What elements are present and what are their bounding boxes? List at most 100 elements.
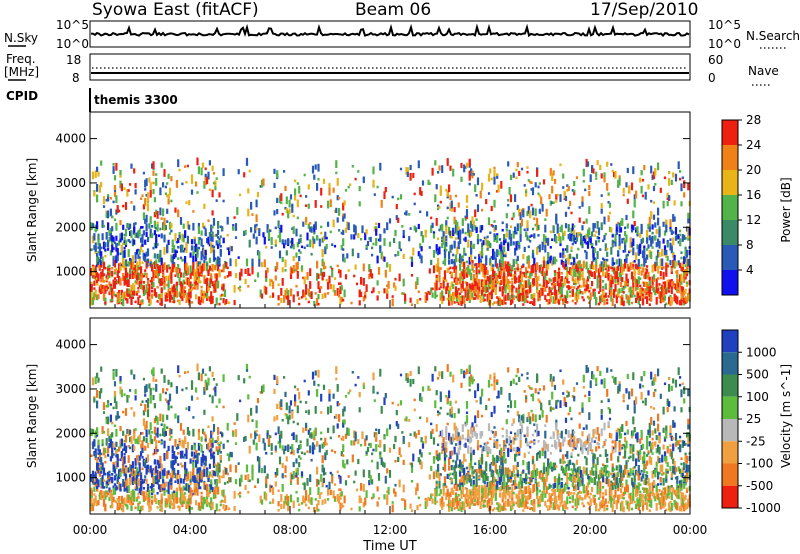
power-cell <box>141 250 144 253</box>
velocity-cell <box>234 429 238 437</box>
velocity-cell <box>153 467 156 475</box>
power-cell <box>186 292 189 296</box>
power-cell <box>127 261 130 267</box>
velocity-cell <box>153 494 156 503</box>
velocity-cell <box>133 481 136 484</box>
velocity-cell <box>254 485 257 488</box>
power-cell <box>336 178 339 186</box>
power-cell <box>94 265 97 274</box>
velocity-cell <box>336 384 339 392</box>
power-cell <box>233 300 236 306</box>
velocity-cell <box>307 429 310 435</box>
velocity-cell <box>149 505 152 511</box>
power-cell <box>625 280 628 286</box>
power-cell <box>486 248 489 251</box>
power-cell <box>522 271 525 275</box>
velocity-cell <box>181 465 184 468</box>
power-cell <box>298 249 301 252</box>
power-cell <box>680 201 683 207</box>
power-cell <box>654 263 657 272</box>
velocity-cell <box>156 506 159 509</box>
power-cell <box>184 262 187 268</box>
velocity-cell <box>313 507 316 513</box>
power-cell <box>507 292 510 301</box>
velocity-cell <box>170 474 173 481</box>
power-cell <box>570 246 573 249</box>
power-cell <box>146 248 150 257</box>
power-cell <box>171 286 174 292</box>
power-cell <box>232 225 235 231</box>
velocity-cell <box>214 389 217 393</box>
velocity-cell <box>303 452 306 456</box>
power-cell <box>115 243 118 249</box>
power-cell <box>170 294 173 300</box>
velocity-cell <box>299 400 302 404</box>
power-cell <box>126 272 129 281</box>
power-cell <box>540 271 543 274</box>
power-cell <box>204 167 207 171</box>
power-cell <box>211 264 214 272</box>
velocity-cell <box>225 468 228 474</box>
velocity-cell <box>218 475 221 484</box>
power-cell <box>342 216 345 222</box>
power-cell <box>211 281 214 287</box>
power-cell <box>460 162 463 169</box>
power-cell <box>589 292 592 301</box>
power-cell <box>188 302 191 306</box>
velocity-cell <box>214 386 217 389</box>
power-cell <box>575 294 579 303</box>
velocity-cell <box>338 435 341 438</box>
power-cell <box>476 291 480 300</box>
power-cell <box>101 256 104 265</box>
power-cell <box>679 177 682 181</box>
nsearch-tick-top: 10^5 <box>708 18 741 32</box>
power-cell <box>541 266 544 270</box>
power-cell <box>354 177 357 181</box>
power-cell <box>434 290 437 299</box>
power-cell <box>225 299 228 305</box>
velocity-cell <box>177 505 180 509</box>
power-cell <box>233 284 236 293</box>
power-cell <box>555 197 558 203</box>
velocity-cell <box>314 427 317 436</box>
power-cell <box>313 231 316 235</box>
velocity-cell <box>204 434 207 443</box>
power-cell <box>544 244 547 253</box>
power-cell <box>453 277 456 283</box>
velocity-cell <box>292 450 295 456</box>
velocity-cell <box>119 458 122 462</box>
power-cell <box>628 287 631 293</box>
power-cell <box>536 282 539 288</box>
power-cell <box>663 230 667 234</box>
power-cell <box>109 208 112 217</box>
power-cell <box>589 286 592 290</box>
power-cell <box>166 292 169 298</box>
velocity-cell <box>118 506 121 510</box>
velocity-cell <box>298 391 301 400</box>
power-cell <box>442 231 445 237</box>
velocity-cell <box>105 418 108 424</box>
power-cell <box>116 243 119 246</box>
power-cell <box>234 273 238 279</box>
power-cell <box>454 237 458 240</box>
power-cell <box>131 268 134 274</box>
power-cell <box>324 231 327 240</box>
power-cell <box>537 293 540 299</box>
velocity-cell <box>119 426 122 432</box>
power-cell <box>218 192 221 198</box>
power-cell <box>635 227 638 233</box>
power-cell <box>141 239 144 247</box>
power-cell <box>625 182 628 188</box>
power-cell <box>569 253 572 259</box>
velocity-cell <box>94 495 97 501</box>
velocity-cell <box>144 445 147 451</box>
power-cell <box>188 279 191 287</box>
velocity-cell <box>135 477 139 483</box>
power-cell <box>122 298 125 307</box>
power-cell <box>294 195 297 201</box>
velocity-cell <box>104 508 107 511</box>
nave-tick-bottom: 0 <box>708 71 716 85</box>
velocity-cell <box>255 429 258 433</box>
power-cell <box>523 280 526 289</box>
power-cell <box>266 225 269 233</box>
